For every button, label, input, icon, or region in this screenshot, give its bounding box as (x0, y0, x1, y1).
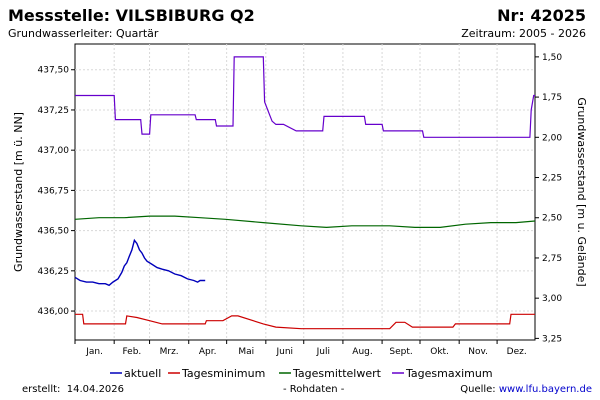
month-tick-label: Okt. (430, 347, 449, 357)
left-axis-ticks: 436,00 436,25 436,50 436,75 437,00 437,25 437,… (38, 66, 75, 317)
created-label: erstellt: (22, 384, 61, 395)
month-tick-label: Feb. (122, 347, 141, 357)
month-tick-label: Jan. (85, 347, 103, 357)
station-title: Messstelle: VILSBIBURG Q2 (8, 6, 255, 25)
month-tick-label: Juni (275, 347, 293, 357)
right-tick-label: 2,25 (542, 174, 562, 184)
period-label: Zeitraum: 2005 - 2026 (461, 27, 586, 40)
series-line-tagesmittelwert (74, 215, 536, 229)
right-tick-label: 2,50 (542, 214, 562, 224)
right-tick-label: 3,00 (542, 294, 562, 304)
left-tick-label: 436,25 (38, 267, 70, 277)
legend-label: Tagesmaximum (405, 367, 493, 380)
month-axis-ticks: Jan. Feb. Mrz. Apr. Mai Juni Juli Aug. Sept. Okt.… (74, 340, 527, 357)
month-tick-label: Juli (316, 347, 330, 357)
source-link[interactable]: www.lfu.bayern.de (498, 384, 592, 395)
left-tick-label: 437,00 (38, 146, 70, 156)
series-line-aktuell (74, 238, 206, 287)
raw-data-note: - Rohdaten - (283, 384, 345, 395)
left-tick-label: 436,75 (38, 186, 70, 196)
series-line-tagesminimum (75, 313, 535, 330)
right-tick-label: 3,25 (542, 334, 562, 344)
legend-label: aktuell (124, 367, 161, 380)
right-axis-ticks: 1,50 1,75 2,00 2,25 2,50 2,75 3,00 3,25 (535, 53, 562, 344)
legend-label: Tagesmittelwert (292, 367, 382, 380)
left-tick-label: 437,50 (38, 66, 70, 76)
month-tick-label: Dez. (507, 347, 527, 357)
source-info: Quelle: www.lfu.bayern.de (460, 384, 592, 395)
series-lines (74, 56, 536, 330)
station-number: Nr: 42025 (497, 6, 586, 25)
right-tick-label: 1,50 (542, 53, 562, 63)
month-tick-label: Nov. (468, 347, 488, 357)
right-tick-label: 1,75 (542, 93, 562, 103)
month-tick-label: Mrz. (160, 347, 179, 357)
right-tick-label: 2,75 (542, 254, 562, 264)
month-tick-label: Aug. (352, 347, 372, 357)
legend-label: Tagesminimum (181, 367, 265, 380)
left-tick-label: 437,25 (38, 106, 70, 116)
right-tick-label: 2,00 (542, 133, 562, 143)
left-axis-label: Grundwasserstand [m ü. NN] (12, 112, 25, 272)
month-tick-label: Mai (238, 347, 254, 357)
left-tick-label: 436,50 (38, 227, 70, 237)
month-tick-label: Apr. (199, 347, 217, 357)
grid-lines (75, 44, 535, 340)
left-tick-label: 436,00 (38, 307, 70, 317)
series-line-tagesmaximum (75, 56, 535, 138)
created-date: 14.04.2026 (66, 384, 125, 395)
month-tick-label: Sept. (389, 347, 412, 357)
created-info: erstellt: 14.04.2026 (22, 384, 124, 395)
aquifer-label: Grundwasserleiter: Quartär (8, 27, 159, 40)
right-axis-label: Grundwasserstand [m u. Gelände] (575, 97, 588, 286)
source-label: Quelle: (460, 384, 496, 395)
legend: aktuell Tagesminimum Tagesmittelwert Tagesm… (110, 367, 493, 380)
plot-area (74, 43, 536, 341)
